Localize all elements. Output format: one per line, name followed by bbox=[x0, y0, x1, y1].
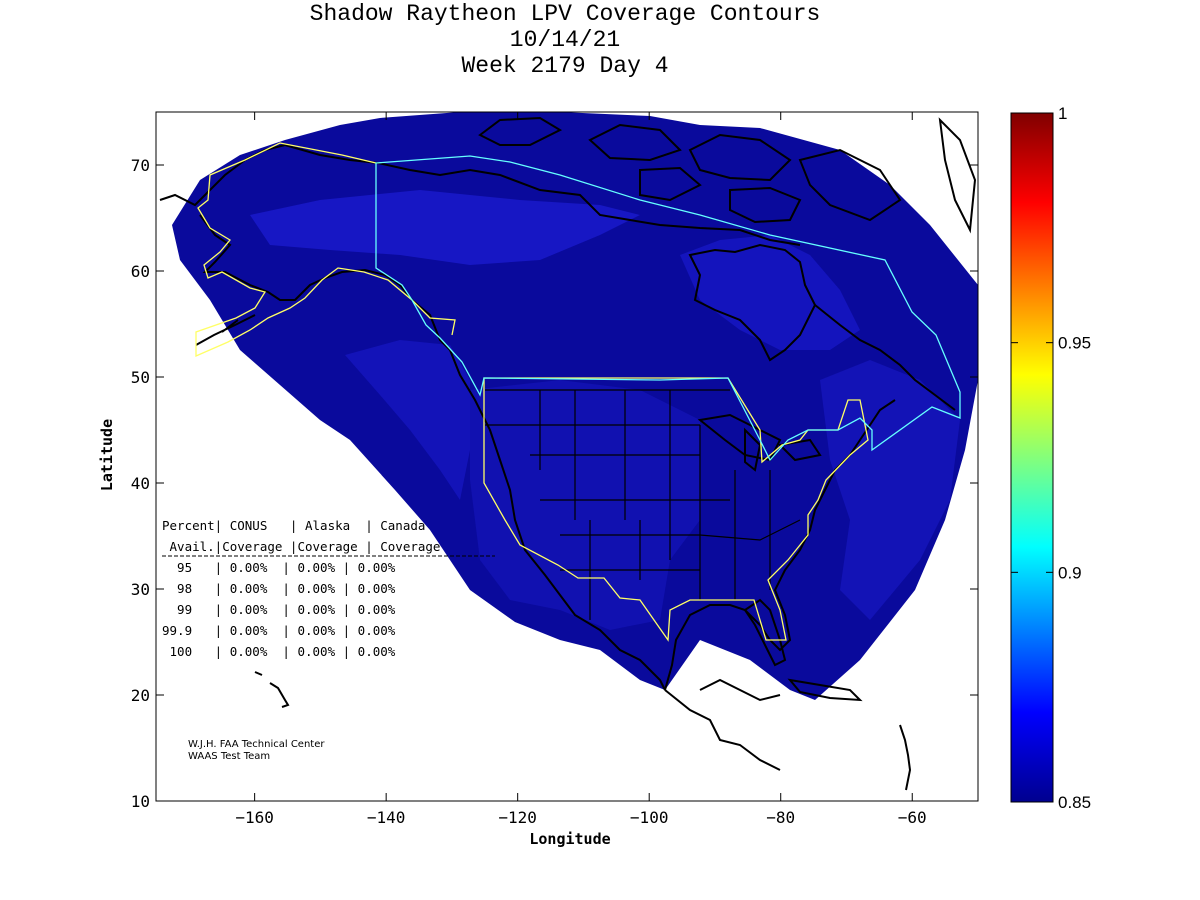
table-header-1: Percent| CONUS | Alaska | Canada bbox=[162, 518, 425, 533]
coverage-patch-west bbox=[345, 340, 470, 500]
conus-boundary bbox=[483, 377, 869, 642]
table-row: 98 | 0.00% | 0.00% | 0.00% bbox=[162, 581, 396, 596]
colorbar-tick-label: 0.85 bbox=[1058, 793, 1091, 812]
credit-line-1: W.J.H. FAA Technical Center bbox=[188, 739, 325, 750]
y-axis-label: Latitude bbox=[98, 419, 116, 491]
chart-date: 10/14/21 bbox=[509, 27, 621, 53]
x-tick-label: −80 bbox=[766, 808, 795, 827]
y-tick-label: 30 bbox=[131, 580, 150, 599]
plot-frame bbox=[155, 111, 979, 802]
credit-line-2: WAAS Test Team bbox=[188, 751, 270, 762]
table-row: 95 | 0.00% | 0.00% | 0.00% bbox=[162, 560, 396, 575]
colorbar bbox=[1010, 112, 1054, 803]
y-axis: 10 20 30 40 50 60 70 bbox=[131, 156, 978, 811]
x-tick-label: −160 bbox=[235, 808, 274, 827]
coverage-patch-hudson bbox=[680, 235, 860, 350]
us-state-lines bbox=[485, 389, 801, 620]
table-row: 100 | 0.00% | 0.00% | 0.00% bbox=[162, 644, 396, 659]
colorbar-ticks: 1 0.95 0.9 0.85 bbox=[1011, 104, 1091, 812]
coverage-patch-central bbox=[470, 380, 700, 630]
y-tick-label: 40 bbox=[131, 474, 150, 493]
colorbar-tick-label: 0.9 bbox=[1058, 563, 1082, 582]
x-tick-label: −100 bbox=[630, 808, 669, 827]
colorbar-tick-label: 1 bbox=[1058, 104, 1067, 123]
table-row: 99.9 | 0.00% | 0.00% | 0.00% bbox=[162, 623, 396, 638]
y-tick-label: 10 bbox=[131, 792, 150, 811]
colorbar-tick-label: 0.95 bbox=[1058, 334, 1091, 353]
y-tick-label: 20 bbox=[131, 686, 150, 705]
x-tick-label: −120 bbox=[498, 808, 537, 827]
x-axis-label: Longitude bbox=[529, 830, 610, 848]
chart-week-day: Week 2179 Day 4 bbox=[461, 53, 669, 79]
x-tick-label: −140 bbox=[367, 808, 406, 827]
coastlines bbox=[159, 116, 977, 791]
coverage-patch-north bbox=[250, 190, 640, 265]
chart-title: Shadow Raytheon LPV Coverage Contours bbox=[309, 1, 821, 27]
x-tick-label: −60 bbox=[898, 808, 927, 827]
alaska-boundary bbox=[195, 142, 456, 357]
y-tick-label: 70 bbox=[131, 156, 150, 175]
coverage-table: Percent| CONUS | Alaska | Canada Avail.|… bbox=[162, 518, 495, 659]
table-row: 99 | 0.00% | 0.00% | 0.00% bbox=[162, 602, 396, 617]
canada-boundary bbox=[375, 155, 961, 462]
y-tick-label: 50 bbox=[131, 368, 150, 387]
coverage-patch-east bbox=[820, 360, 960, 620]
x-axis: −160 −140 −120 −100 −80 −60 bbox=[235, 112, 927, 827]
table-header-2: Avail.|Coverage |Coverage | Coverage bbox=[162, 539, 440, 554]
y-tick-label: 60 bbox=[131, 262, 150, 281]
